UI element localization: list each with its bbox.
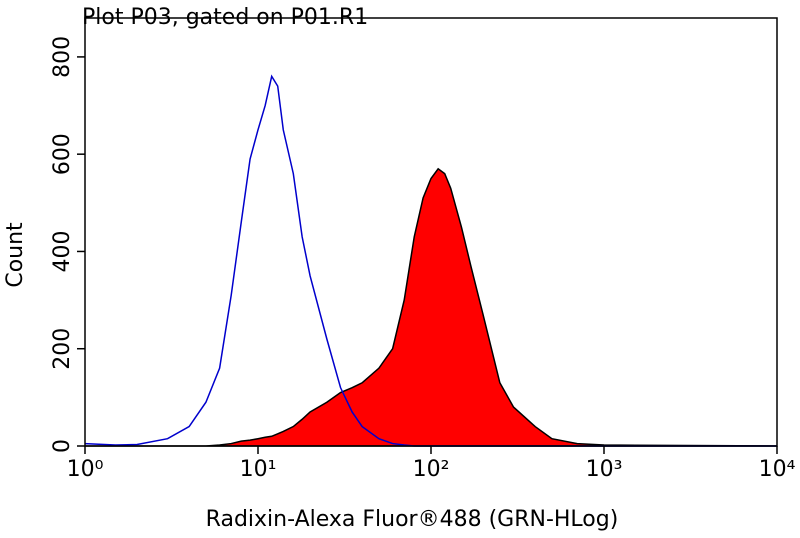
y-tick-label: 400 xyxy=(50,230,75,272)
x-tick-label: 10¹ xyxy=(240,457,277,482)
filled-histogram xyxy=(85,167,778,447)
y-tick-label: 0 xyxy=(50,439,75,453)
x-tick-label: 10⁰ xyxy=(67,457,104,482)
x-tick-label: 10⁴ xyxy=(759,457,796,482)
x-axis-label: Radixin-Alexa Fluor®488 (GRN-HLog) xyxy=(206,507,619,532)
y-tick-label: 600 xyxy=(50,133,75,175)
x-tick-label: 10² xyxy=(413,457,450,482)
y-tick-label: 800 xyxy=(50,36,75,78)
x-tick-label: 10³ xyxy=(586,457,623,482)
y-tick-label: 200 xyxy=(50,328,75,370)
y-axis-label: Count xyxy=(3,222,28,288)
